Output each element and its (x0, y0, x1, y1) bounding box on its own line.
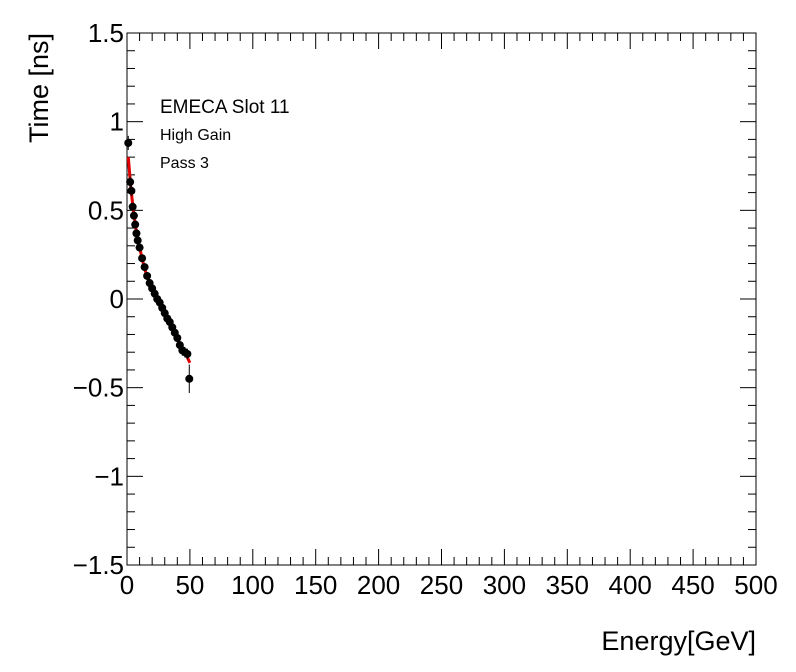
data-point (127, 186, 136, 195)
data-point (133, 236, 142, 245)
data-point (173, 334, 182, 343)
data-point (124, 138, 133, 147)
data-point (140, 263, 149, 272)
x-tick-label: 450 (671, 570, 714, 600)
x-tick-label: 250 (420, 570, 463, 600)
x-tick-label: 300 (483, 570, 526, 600)
data-point (185, 374, 194, 383)
y-tick-label: −1.5 (73, 550, 124, 580)
data-point (143, 271, 152, 280)
x-tick-label: 50 (175, 570, 204, 600)
x-tick-label: 500 (734, 570, 777, 600)
x-tick-label: 400 (609, 570, 652, 600)
x-tick-label: 200 (357, 570, 400, 600)
axis-ticks (126, 32, 757, 566)
data-point (128, 202, 137, 211)
x-tick-label: 150 (294, 570, 337, 600)
y-axis-title: Time [ns] (24, 33, 54, 143)
data-point (138, 254, 147, 263)
x-tick-label: 350 (546, 570, 589, 600)
y-tick-label: −0.5 (73, 373, 124, 403)
y-tick-label: −1 (94, 461, 124, 491)
x-tick-label: 0 (120, 570, 134, 600)
x-tick-label: 100 (231, 570, 274, 600)
y-tick-label: 0.5 (88, 195, 124, 225)
data-points-layer (124, 135, 194, 393)
y-tick-label: 1.5 (88, 18, 124, 48)
data-point (126, 177, 135, 186)
annotation-gain: High Gain (160, 127, 231, 144)
data-point (129, 211, 138, 220)
fit-line (126, 156, 192, 364)
tick-labels: 0 50 100 150 200 250 300 350 400 450 500 1.5 1 0.5 0 −0… (73, 18, 778, 600)
y-tick-label: 1 (110, 107, 124, 137)
data-point (132, 229, 141, 238)
y-tick-label: 0 (110, 284, 124, 314)
fit-curve-layer (126, 156, 192, 364)
annotation-pass: Pass 3 (160, 155, 209, 172)
data-point (183, 349, 192, 358)
annotation-title: EMECA Slot 11 (160, 97, 290, 118)
x-axis-title: Energy[GeV] (601, 626, 756, 656)
data-point (135, 243, 144, 252)
data-point (131, 220, 140, 229)
